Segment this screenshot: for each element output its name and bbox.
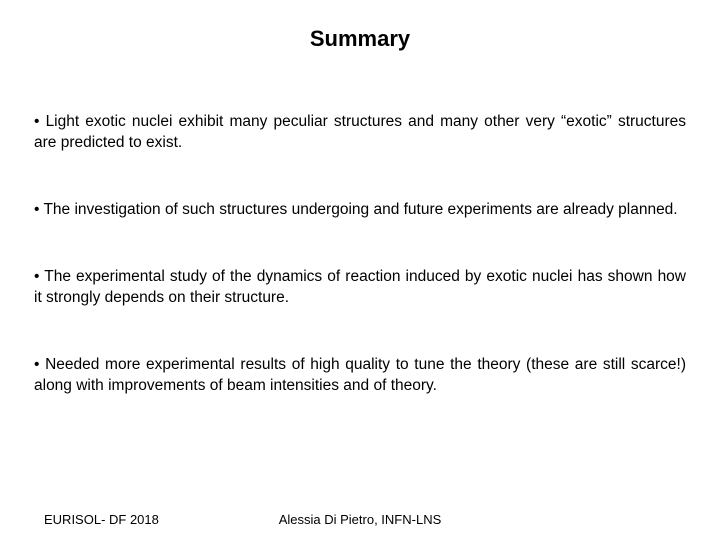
bullet-item: • Needed more experimental results of hi… [34, 355, 686, 397]
slide: Summary • Light exotic nuclei exhibit ma… [0, 0, 720, 540]
bullet-item: • The investigation of such structures u… [34, 200, 686, 221]
bullet-text: The investigation of such structures und… [43, 201, 677, 218]
footer-center: Alessia Di Pietro, INFN-LNS [0, 512, 720, 527]
bullet-text: Light exotic nuclei exhibit many peculia… [34, 113, 686, 151]
bullet-item: • Light exotic nuclei exhibit many pecul… [34, 112, 686, 154]
bullet-text: Needed more experimental results of high… [34, 356, 686, 394]
bullet-item: • The experimental study of the dynamics… [34, 267, 686, 309]
slide-title: Summary [34, 26, 686, 52]
bullet-text: The experimental study of the dynamics o… [34, 268, 686, 306]
